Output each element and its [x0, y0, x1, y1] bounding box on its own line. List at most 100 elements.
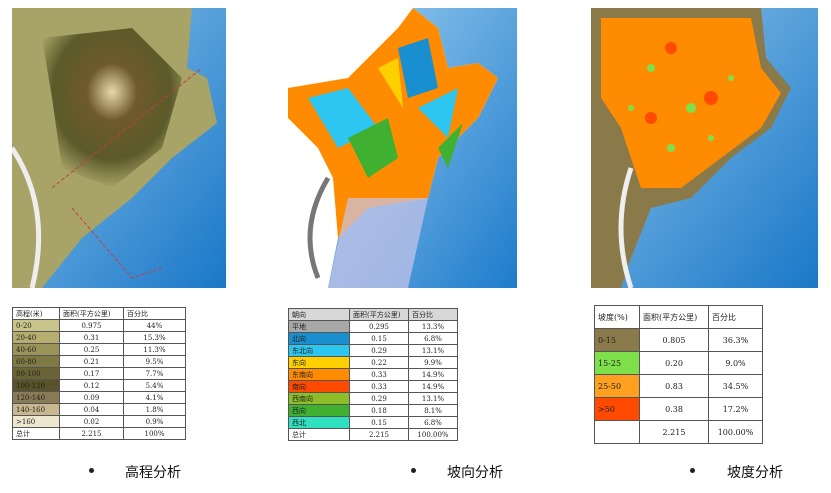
- table-cell: 9.9%: [408, 356, 458, 369]
- table-row: 100-120 0.12 5.4%: [12, 379, 186, 392]
- table-cell: 40-60: [12, 343, 60, 356]
- table-cell: 0.25: [59, 343, 124, 356]
- table-cell: 平地: [288, 320, 350, 333]
- table-cell: 东南向: [288, 368, 350, 381]
- table-cell: 120-140: [12, 391, 60, 404]
- table-cell: 0.17: [59, 367, 124, 380]
- table-cell: 0.29: [349, 392, 409, 405]
- table-cell: 2.215: [59, 427, 124, 440]
- table-cell: 北向: [288, 332, 350, 345]
- table-cell: 0.22: [349, 356, 409, 369]
- table-row: 西南向 0.29 13.1%: [288, 392, 458, 405]
- table-cell: 100.00%: [708, 420, 763, 444]
- header-row: 朝向 面积(平方公里) 百分比: [288, 308, 458, 321]
- bullet: [89, 468, 94, 473]
- header-row: 坡度(%) 面积(平方公里) 百分比: [594, 305, 763, 329]
- header-cell: 百分比: [708, 305, 763, 329]
- table-cell: 0.18: [349, 404, 409, 417]
- table-cell: 60-80: [12, 355, 60, 368]
- table-cell: 4.1%: [123, 391, 186, 404]
- table-row: 西北 0.15 6.8%: [288, 416, 458, 429]
- table-row: 北向 0.15 6.8%: [288, 332, 458, 345]
- table-row: 2.215 100.00%: [594, 420, 763, 444]
- table-cell: 15-25: [594, 351, 640, 375]
- table-cell: 8.1%: [408, 404, 458, 417]
- table-cell: 140-160: [12, 403, 60, 416]
- table-row: 平地 0.295 13.3%: [288, 320, 458, 333]
- table-cell: 9.0%: [708, 351, 763, 375]
- table-cell: 东北向: [288, 344, 350, 357]
- table-cell: 15.3%: [123, 331, 186, 344]
- table-row: 东南向 0.33 14.9%: [288, 368, 458, 381]
- table-row: 25-50 0.83 34.5%: [594, 374, 763, 398]
- table-row: 60-80 0.21 9.5%: [12, 355, 186, 368]
- data-table: 高程(米) 面积(平方公里) 百分比 0-20 0.975 44% 20-40 0.31 15.…: [12, 307, 186, 440]
- table-row: 东向 0.22 9.9%: [288, 356, 458, 369]
- table-cell: 100.00%: [408, 428, 458, 441]
- table-cell: 7.7%: [123, 367, 186, 380]
- table-cell: 西北: [288, 416, 350, 429]
- table-cell: 6.8%: [408, 332, 458, 345]
- table-row: 0-20 0.975 44%: [12, 319, 186, 332]
- table-cell: 14.9%: [408, 368, 458, 381]
- table-row: 40-60 0.25 11.3%: [12, 343, 186, 356]
- table-cell: 0.12: [59, 379, 124, 392]
- table-cell: 34.5%: [708, 374, 763, 398]
- table-cell: 南向: [288, 380, 350, 393]
- table-row: 15-25 0.20 9.0%: [594, 351, 763, 375]
- table-cell: 6.8%: [408, 416, 458, 429]
- table-cell: 0.09: [59, 391, 124, 404]
- header-cell: 面积(平方公里): [639, 305, 709, 329]
- table-cell: 东向: [288, 356, 350, 369]
- table-cell: 36.3%: [708, 328, 763, 352]
- table-row: 南向 0.33 14.9%: [288, 380, 458, 393]
- table-cell: 80-100: [12, 367, 60, 380]
- table-cell: 0.02: [59, 415, 124, 428]
- table-cell: 总计: [12, 427, 60, 440]
- table-cell: 17.2%: [708, 397, 763, 421]
- table-cell: 0.15: [349, 416, 409, 429]
- table-cell: 0.21: [59, 355, 124, 368]
- header-cell: 面积(平方公里): [59, 307, 124, 320]
- table-cell: 0.805: [639, 328, 709, 352]
- header-cell: 朝向: [288, 308, 350, 321]
- data-table: 朝向 面积(平方公里) 百分比 平地 0.295 13.3% 北向 0.15 6.8% 东北向 0.…: [288, 308, 458, 441]
- table-cell: 0.295: [349, 320, 409, 333]
- table-cell: 西南向: [288, 392, 350, 405]
- caption: 坡向分析: [447, 465, 503, 481]
- table-cell: 13.3%: [408, 320, 458, 333]
- table-cell: 0-20: [12, 319, 60, 332]
- header-cell: 百分比: [408, 308, 458, 321]
- table-cell: 西向: [288, 404, 350, 417]
- table-cell: >50: [594, 397, 640, 421]
- table-row: 西向 0.18 8.1%: [288, 404, 458, 417]
- table-cell: 44%: [123, 319, 186, 332]
- aspect-map: [288, 8, 517, 288]
- table-cell: [594, 420, 640, 444]
- table-cell: 0.15: [349, 332, 409, 345]
- elevation-map: [12, 8, 226, 288]
- table-cell: 20-40: [12, 331, 60, 344]
- table-cell: 100-120: [12, 379, 60, 392]
- table-cell: 0.38: [639, 397, 709, 421]
- table-cell: 1.8%: [123, 403, 186, 416]
- table-cell: 11.3%: [123, 343, 186, 356]
- table-cell: 25-50: [594, 374, 640, 398]
- table-row: 120-140 0.09 4.1%: [12, 391, 186, 404]
- table-cell: 13.1%: [408, 344, 458, 357]
- table-cell: 100%: [123, 427, 186, 440]
- header-row: 高程(米) 面积(平方公里) 百分比: [12, 307, 186, 320]
- table-cell: 0.33: [349, 380, 409, 393]
- table-row: >160 0.02 0.9%: [12, 415, 186, 428]
- bullet: [690, 468, 695, 473]
- table-cell: 9.5%: [123, 355, 186, 368]
- table-row: 0-15 0.805 36.3%: [594, 328, 763, 352]
- table-row: 80-100 0.17 7.7%: [12, 367, 186, 380]
- table-row: 总计 2.215 100.00%: [288, 428, 458, 441]
- table-cell: 0.83: [639, 374, 709, 398]
- table-cell: 14.9%: [408, 380, 458, 393]
- header-cell: 百分比: [123, 307, 186, 320]
- table-cell: 0.975: [59, 319, 124, 332]
- caption: 坡度分析: [727, 465, 783, 481]
